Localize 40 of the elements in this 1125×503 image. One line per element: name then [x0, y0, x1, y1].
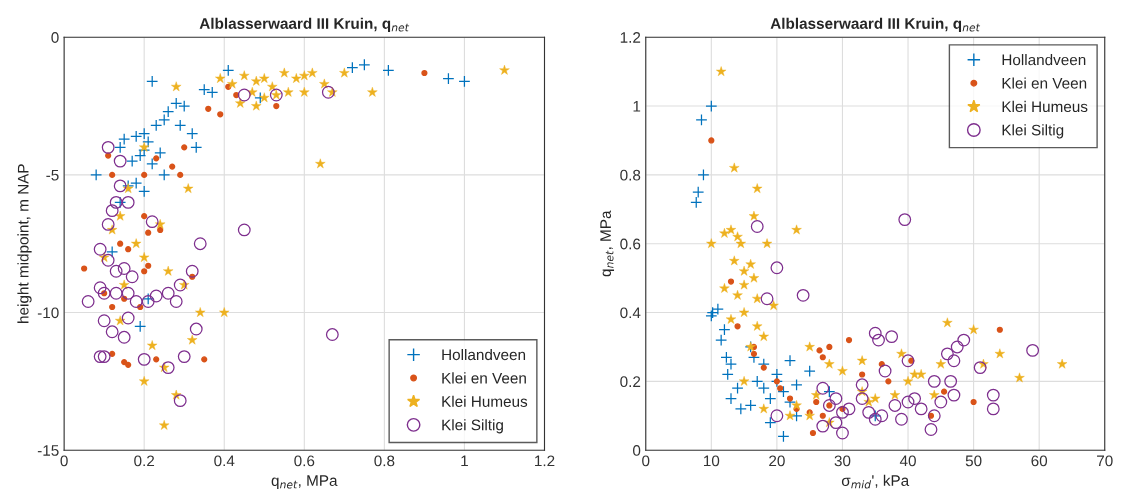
legend-label: Klei en Veen [1002, 77, 1087, 89]
y-tick-label: 0.6 [620, 238, 641, 250]
y-tick-label: -5 [46, 169, 59, 181]
x-tick-label: 0.2 [134, 455, 155, 467]
x-tick-label: 0.4 [214, 455, 235, 467]
y-tick-label: 0.8 [620, 169, 641, 181]
x-tick-label: 30 [834, 455, 851, 467]
legend-label: Klei Humeus [442, 395, 528, 407]
y-tick-label: -15 [37, 445, 59, 456]
x-tick-label: 70 [1097, 455, 1113, 467]
y-axis-title: q$_{net}$, MPa [600, 210, 615, 277]
y-tick-label: 0.2 [620, 376, 641, 388]
x-tick-label: 0 [642, 455, 650, 467]
x-tick-label: 60 [1031, 455, 1048, 467]
x-tick-label: 20 [769, 455, 785, 467]
legend-label: Hollandveen [1002, 54, 1086, 66]
x-tick-label: 1.2 [535, 455, 555, 467]
y-tick-label: 0 [51, 32, 59, 43]
legend-label: Hollandveen [442, 348, 526, 361]
x-tick-label: 10 [703, 455, 720, 467]
y-tick-label: 1.2 [620, 32, 641, 43]
y-tick-label: 0.4 [620, 307, 641, 319]
x-tick-label: 50 [965, 455, 982, 467]
x-axis-title: σ$_{mid}$', kPa [841, 474, 910, 489]
x-tick-label: 0.8 [374, 455, 395, 467]
legend-label: Klei Siltig [442, 419, 503, 434]
y-tick-label: -10 [37, 307, 59, 319]
legend-label: Klei Siltig [1002, 124, 1064, 139]
y-axis-title: height midpoint, m NAP [17, 164, 32, 323]
x-tick-label: 1 [461, 455, 468, 467]
chart-title: Alblasserwaard III Kruin, q$_{net}$ [199, 17, 410, 32]
x-tick-label: 0 [60, 455, 68, 467]
y-tick-label: 1 [633, 101, 641, 112]
x-tick-label: 0.6 [294, 455, 315, 467]
legend-label: Klei Humeus [1002, 100, 1088, 113]
y-tick-label: 0 [632, 445, 641, 456]
chart-title: Alblasserwaard III Kruin, q$_{net}$ [770, 17, 981, 32]
legend-label: Klei en Veen [442, 372, 526, 384]
x-tick-label: 40 [899, 455, 916, 467]
x-axis-title: q$_{net}$, MPa [271, 475, 338, 490]
